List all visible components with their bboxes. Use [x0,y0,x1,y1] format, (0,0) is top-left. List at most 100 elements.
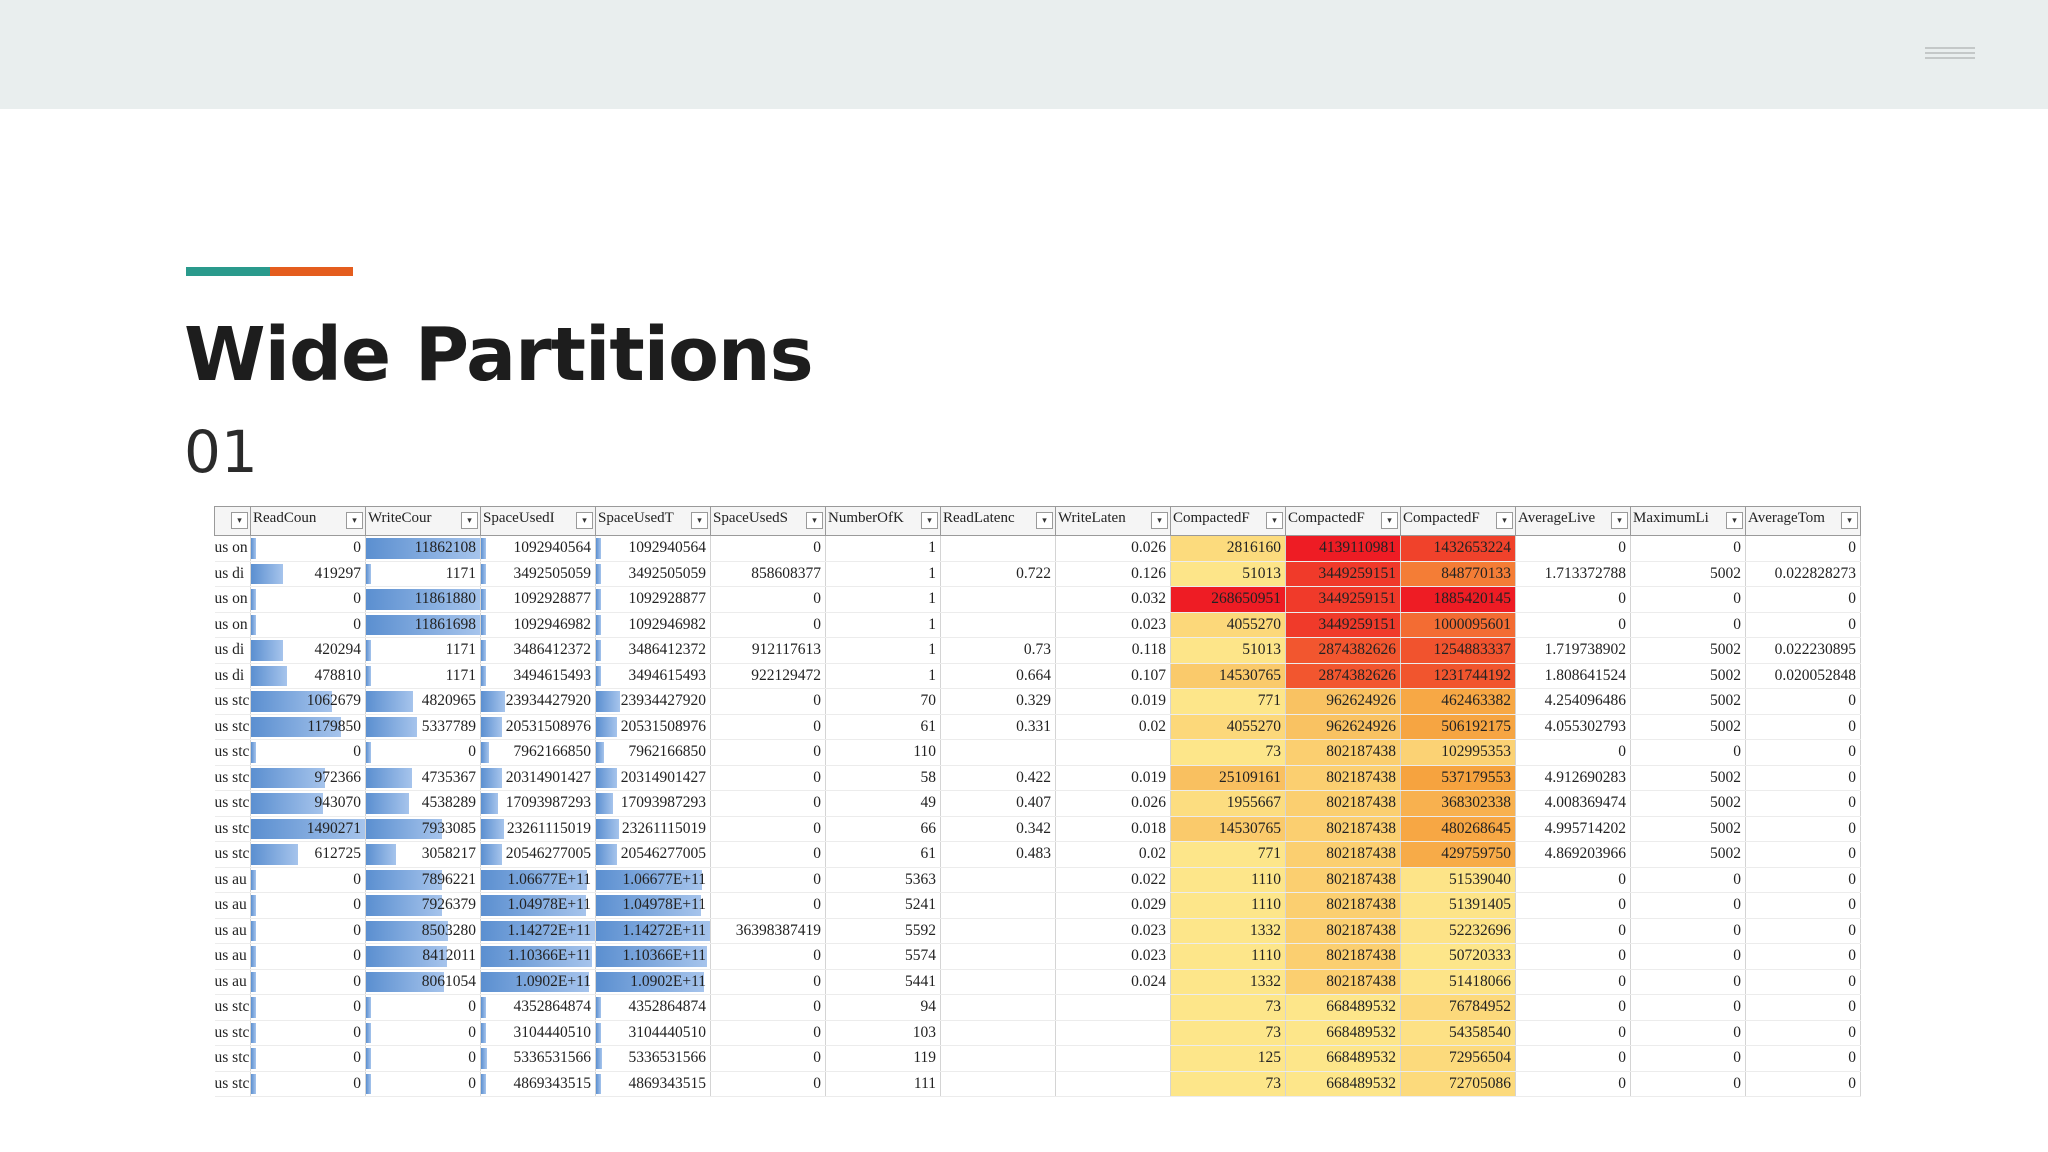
table-cell[interactable]: 4538289 [365,790,481,817]
table-cell[interactable]: 0.73 [940,637,1056,664]
table-cell[interactable]: 0 [250,1071,366,1097]
table-cell[interactable]: 4.008369474 [1515,790,1631,817]
filter-dropdown-icon[interactable]: ▾ [921,512,938,529]
table-cell[interactable]: 0 [710,816,826,842]
table-cell[interactable]: 4735367 [365,765,481,791]
table-cell[interactable]: 0.026 [1055,790,1171,817]
table-cell[interactable]: 61 [825,714,941,740]
table-cell[interactable]: 1231744192 [1400,663,1516,689]
table-row[interactable]: us stc 0 0 4352864874 4352864874 0 94 73 6684895… [214,994,1861,1021]
table-cell[interactable]: 0 [710,612,826,638]
table-cell[interactable]: 73 [1170,739,1286,766]
table-cell[interactable]: 0 [1630,1020,1746,1046]
table-cell[interactable]: 668489532 [1285,994,1401,1021]
table-cell[interactable]: 0 [1630,586,1746,613]
filter-dropdown-icon[interactable]: ▾ [1036,512,1053,529]
table-cell[interactable]: 4.912690283 [1515,765,1631,791]
table-row[interactable]: us stc 0 0 4869343515 4869343515 0 111 73 668489… [214,1071,1861,1097]
table-cell[interactable]: 0 [1745,714,1861,740]
table-cell[interactable]: 368302338 [1400,790,1516,817]
table-cell[interactable] [940,994,1056,1021]
table-cell[interactable]: 0 [1745,1045,1861,1072]
table-cell[interactable]: 5592 [825,918,941,944]
table-cell[interactable]: 0.664 [940,663,1056,689]
table-cell[interactable]: 51013 [1170,637,1286,664]
table-cell[interactable]: 1 [825,535,941,562]
table-cell[interactable]: 5002 [1630,714,1746,740]
table-cell[interactable]: 1.04978E+11 [595,892,711,919]
table-cell[interactable]: 4.995714202 [1515,816,1631,842]
table-cell[interactable]: 0.126 [1055,561,1171,587]
table-cell[interactable]: 14530765 [1170,816,1286,842]
table-cell[interactable]: 0 [710,994,826,1021]
table-cell[interactable]: us on [214,612,251,638]
table-row[interactable]: us au 0 7896221 1.06677E+11 1.06677E+11 0 5363… [214,867,1861,893]
table-cell[interactable]: 0 [1630,1071,1746,1097]
table-cell[interactable]: us stc [214,714,251,740]
table-cell[interactable]: 5002 [1630,561,1746,587]
table-cell[interactable]: us au [214,892,251,919]
table-cell[interactable]: 1092940564 [595,535,711,562]
table-cell[interactable]: 20546277005 [595,841,711,868]
table-cell[interactable]: 3494615493 [480,663,596,689]
table-cell[interactable]: 23934427920 [595,688,711,715]
table-cell[interactable]: 5002 [1630,663,1746,689]
table-cell[interactable]: 0.407 [940,790,1056,817]
table-cell[interactable]: us di [214,663,251,689]
table-cell[interactable]: 0 [250,612,366,638]
table-row[interactable]: us au 0 8503280 1.14272E+11 1.14272E+11 36398… [214,918,1861,944]
table-cell[interactable]: 802187438 [1285,892,1401,919]
table-cell[interactable]: 73 [1170,994,1286,1021]
table-cell[interactable]: us au [214,943,251,970]
table-cell[interactable]: 23261115019 [480,816,596,842]
table-cell[interactable]: 76784952 [1400,994,1516,1021]
table-cell[interactable]: 0 [1630,535,1746,562]
table-cell[interactable]: us on [214,586,251,613]
table-cell[interactable]: 20546277005 [480,841,596,868]
table-cell[interactable]: us stc [214,1071,251,1097]
table-cell[interactable]: 0.023 [1055,918,1171,944]
table-cell[interactable]: 0.422 [940,765,1056,791]
column-header[interactable]: AverageTom ▾ [1745,506,1861,536]
column-header[interactable]: ▾ [214,506,251,536]
table-cell[interactable]: 0 [250,943,366,970]
table-cell[interactable]: 1.719738902 [1515,637,1631,664]
column-header[interactable]: CompactedF ▾ [1170,506,1286,536]
table-cell[interactable]: 1.713372788 [1515,561,1631,587]
table-cell[interactable]: 1885420145 [1400,586,1516,613]
table-cell[interactable]: 802187438 [1285,790,1401,817]
table-cell[interactable]: 51539040 [1400,867,1516,893]
table-cell[interactable]: 0 [1630,994,1746,1021]
table-cell[interactable]: 0 [1515,892,1631,919]
filter-dropdown-icon[interactable]: ▾ [231,512,248,529]
table-cell[interactable]: 0 [365,994,481,1021]
table-cell[interactable]: 0 [1745,994,1861,1021]
table-cell[interactable]: 0.483 [940,841,1056,868]
table-row[interactable]: us au 0 8061054 1.0902E+11 1.0902E+11 0 5441 0.… [214,969,1861,995]
table-cell[interactable]: 1000095601 [1400,612,1516,638]
table-cell[interactable]: 72956504 [1400,1045,1516,1072]
table-cell[interactable]: 0 [365,1071,481,1097]
table-cell[interactable]: 20531508976 [595,714,711,740]
table-cell[interactable]: us stc [214,1020,251,1046]
table-cell[interactable]: 0 [250,535,366,562]
table-cell[interactable] [940,1045,1056,1072]
table-cell[interactable]: 1092946982 [595,612,711,638]
table-cell[interactable]: 0.331 [940,714,1056,740]
table-cell[interactable]: us stc [214,994,251,1021]
table-row[interactable]: us di 478810 1171 3494615493 3494615493 92212… [214,663,1861,689]
table-cell[interactable]: 0.023 [1055,943,1171,970]
table-cell[interactable]: 54358540 [1400,1020,1516,1046]
filter-dropdown-icon[interactable]: ▾ [346,512,363,529]
table-row[interactable]: us stc 1179850 5337789 20531508976 205315089… [214,714,1861,740]
table-cell[interactable]: 0.342 [940,816,1056,842]
table-cell[interactable]: 125 [1170,1045,1286,1072]
table-cell[interactable]: 0 [1745,612,1861,638]
table-cell[interactable] [1055,1020,1171,1046]
table-cell[interactable]: 0 [710,892,826,919]
table-row[interactable]: us on 0 11861698 1092946982 1092946982 0 1 0.02… [214,612,1861,638]
column-header[interactable]: NumberOfK ▾ [825,506,941,536]
table-cell[interactable]: 1.04978E+11 [480,892,596,919]
table-cell[interactable]: 3104440510 [480,1020,596,1046]
table-cell[interactable]: 4.254096486 [1515,688,1631,715]
